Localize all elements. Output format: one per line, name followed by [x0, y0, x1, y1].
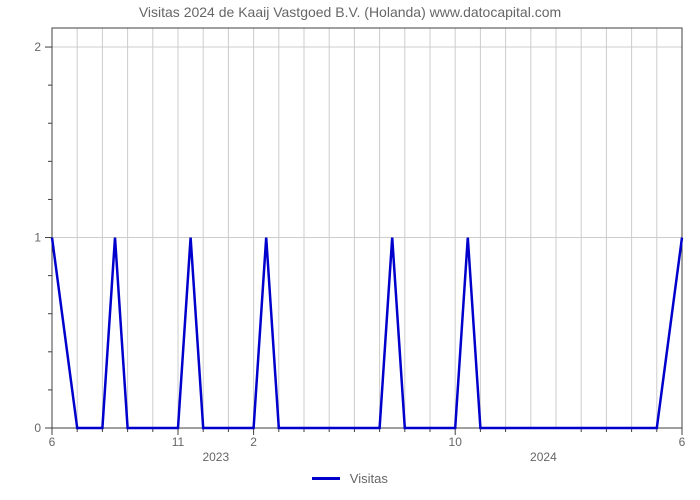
chart-svg: 0 1 2 6 11 2 10 6 2023 2024: [20, 24, 686, 468]
svg-text:10: 10: [449, 435, 463, 449]
svg-text:2024: 2024: [530, 450, 557, 464]
svg-text:1: 1: [34, 231, 41, 245]
svg-text:2: 2: [250, 435, 257, 449]
line-chart: 0 1 2 6 11 2 10 6 2023 2024: [20, 24, 686, 468]
svg-text:0: 0: [34, 421, 41, 435]
svg-text:2: 2: [34, 40, 41, 54]
chart-legend: Visitas: [0, 470, 700, 486]
svg-text:6: 6: [679, 435, 686, 449]
svg-text:2023: 2023: [202, 450, 229, 464]
legend-label: Visitas: [350, 471, 388, 486]
svg-text:11: 11: [172, 435, 185, 449]
chart-title: Visitas 2024 de Kaaij Vastgoed B.V. (Hol…: [0, 4, 700, 20]
svg-text:6: 6: [49, 435, 56, 449]
legend-swatch: [312, 477, 340, 480]
